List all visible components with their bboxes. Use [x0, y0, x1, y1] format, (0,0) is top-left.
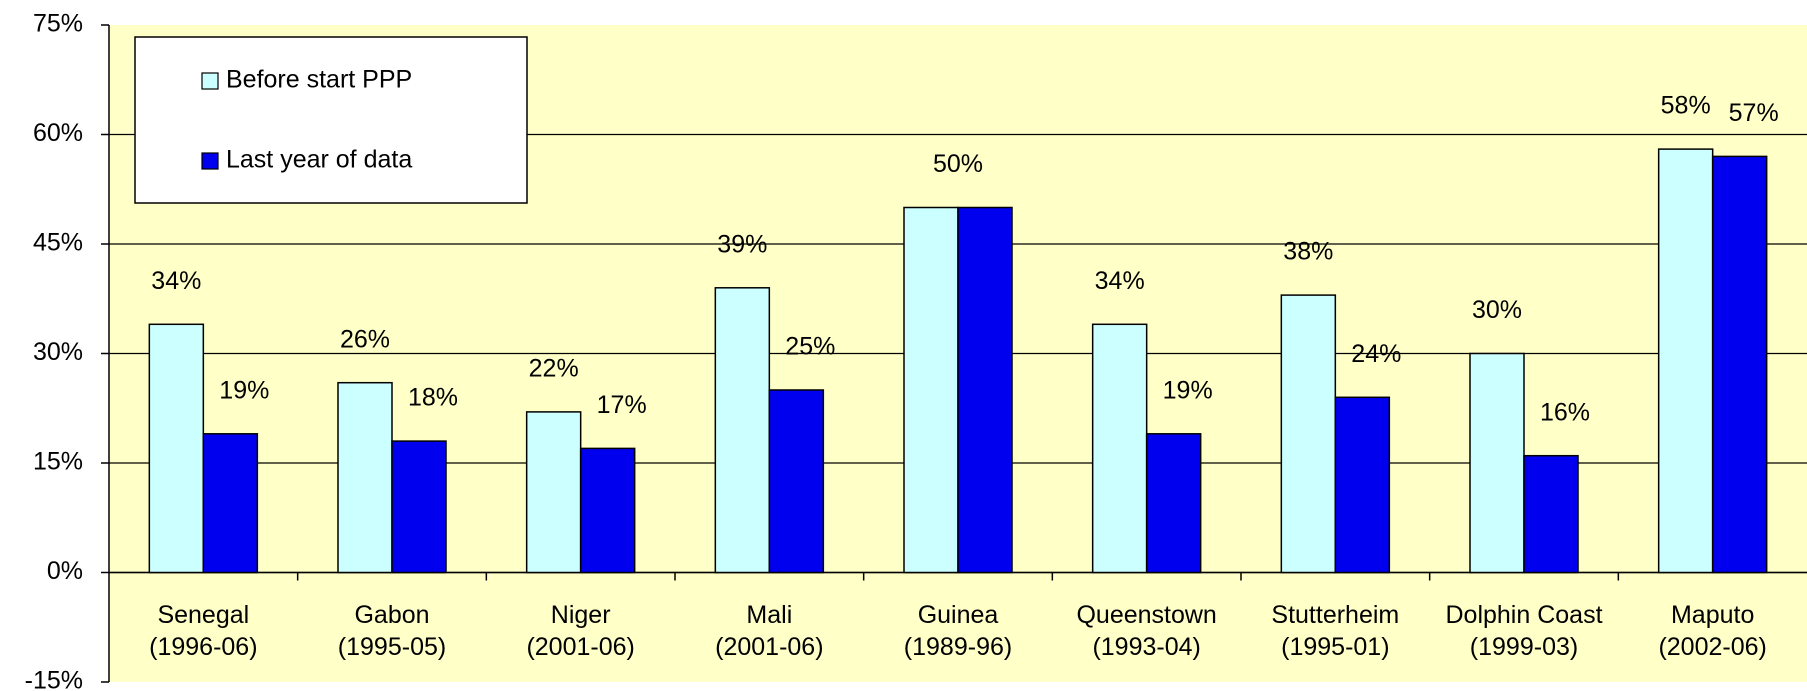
x-tick-label: Dolphin Coast	[1445, 601, 1602, 629]
x-tick-label: Mali	[746, 601, 792, 629]
x-tick-label: (1989-96)	[904, 633, 1012, 661]
legend-box	[134, 36, 528, 204]
data-label: 17%	[597, 391, 647, 419]
bar	[525, 411, 582, 574]
data-label: 34%	[1095, 267, 1145, 295]
data-label: 18%	[408, 384, 458, 412]
bar	[1334, 396, 1391, 574]
legend-swatch	[201, 72, 219, 90]
bar	[1469, 352, 1525, 574]
x-tick-label: (2001-06)	[526, 633, 634, 661]
bar	[391, 440, 447, 574]
data-label: 24%	[1351, 340, 1401, 368]
bar	[1523, 454, 1579, 574]
x-tick-label: Senegal	[157, 601, 249, 629]
y-tick-label: 45%	[33, 229, 83, 257]
x-tick-label: Queenstown	[1076, 601, 1216, 629]
bar	[337, 381, 393, 574]
data-label: 22%	[529, 355, 579, 383]
x-tick-label: Niger	[551, 601, 611, 629]
data-label: 19%	[219, 376, 269, 404]
x-tick-label: Guinea	[918, 601, 999, 629]
data-label: 30%	[1472, 296, 1522, 324]
bar	[1280, 294, 1337, 574]
x-tick-label: (2002-06)	[1658, 633, 1766, 661]
y-tick-label: 15%	[33, 448, 83, 476]
x-tick-label: Maputo	[1671, 601, 1754, 629]
data-label: 19%	[1163, 376, 1213, 404]
bar	[1091, 323, 1148, 574]
y-tick-label: 0%	[47, 557, 83, 585]
x-tick-label: (1995-01)	[1281, 633, 1389, 661]
data-label: 16%	[1540, 398, 1590, 426]
bar	[202, 433, 259, 574]
bar	[148, 323, 205, 574]
data-label: 50%	[933, 150, 983, 178]
data-label: 26%	[340, 325, 390, 353]
y-tick-label: 75%	[33, 10, 83, 38]
data-label: 39%	[717, 230, 767, 258]
legend-swatch	[201, 152, 219, 170]
data-label: 34%	[151, 267, 201, 295]
legend-label: Last year of data	[226, 146, 412, 174]
x-tick-label: (2001-06)	[715, 633, 823, 661]
data-label: 58%	[1661, 92, 1711, 120]
data-label: 57%	[1729, 99, 1779, 127]
x-tick-label: Gabon	[354, 601, 429, 629]
y-tick-label: 60%	[33, 119, 83, 147]
bar	[957, 206, 1013, 574]
bar	[1657, 148, 1714, 574]
bar	[714, 287, 771, 574]
legend-label: Before start PPP	[226, 66, 412, 94]
x-tick-label: (1999-03)	[1470, 633, 1578, 661]
bar	[903, 206, 959, 574]
x-tick-label: (1995-05)	[338, 633, 446, 661]
bar	[579, 447, 636, 574]
data-label: 38%	[1283, 238, 1333, 266]
data-label: 25%	[785, 333, 835, 361]
bar	[1145, 433, 1202, 574]
y-tick-label: -15%	[25, 667, 83, 691]
x-tick-label: Stutterheim	[1271, 601, 1399, 629]
y-tick-label: 30%	[33, 338, 83, 366]
bar	[768, 389, 825, 574]
x-tick-label: (1996-06)	[149, 633, 257, 661]
x-tick-label: (1993-04)	[1092, 633, 1200, 661]
bar	[1711, 155, 1768, 574]
